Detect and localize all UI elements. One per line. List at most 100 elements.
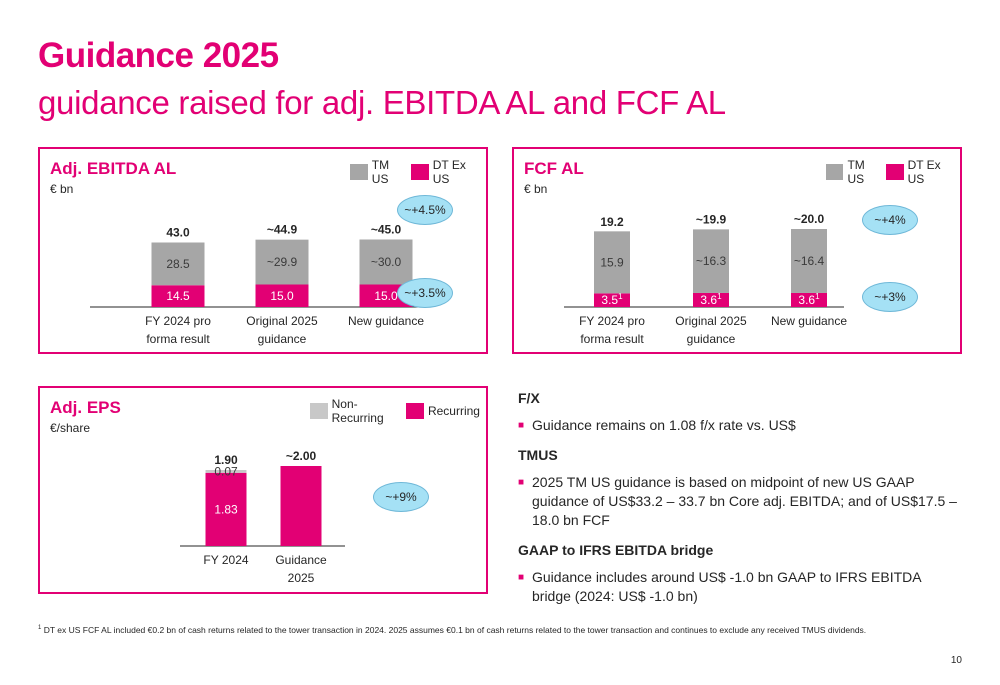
segment-value-label: ~29.9	[267, 255, 298, 269]
fx-note: ■ Guidance remains on 1.08 f/x rate vs. …	[518, 416, 963, 435]
category-label: guidance	[258, 332, 307, 346]
fx-note-text: Guidance remains on 1.08 f/x rate vs. US…	[532, 417, 796, 433]
fcf-growth-bubble-tm-us: ~+4%	[862, 205, 918, 235]
total-value-label: ~2.00	[286, 449, 317, 463]
guidance-notes: F/X ■ Guidance remains on 1.08 f/x rate …	[518, 390, 963, 618]
eps-panel-title: Adj. EPS	[50, 398, 121, 417]
legend-label-dt-ex-us: DT Ex US	[907, 158, 941, 186]
fcf-growth-bubble-dt-ex-us: ~+3%	[862, 282, 918, 312]
eps-panel: Adj. EPS €/share Non-Recurring Recurring…	[38, 386, 488, 594]
ebitda-legend: TM US DT Ex US	[350, 158, 486, 186]
legend-label-recurring: Recurring	[427, 404, 480, 418]
segment-value-label: ~16.4	[794, 254, 825, 268]
category-label: guidance	[687, 332, 736, 346]
category-label: FY 2024 pro	[145, 314, 211, 328]
bar-tm-us	[594, 231, 630, 294]
category-label: forma result	[146, 332, 210, 346]
legend-swatch-dt-ex-us	[886, 164, 904, 180]
category-label: New guidance	[771, 314, 847, 328]
gaap-heading: GAAP to IFRS EBITDA bridge	[518, 542, 714, 558]
bar-tm-us	[255, 239, 309, 285]
bullet-icon: ■	[518, 572, 525, 583]
page-subtitle: guidance raised for adj. EBITDA AL and F…	[38, 84, 726, 121]
fcf-legend: TM US DT Ex US	[826, 158, 960, 186]
gaap-note: ■ Guidance includes around US$ -1.0 bn G…	[518, 568, 963, 606]
segment-value-label: 15.0	[374, 289, 398, 303]
segment-value-label: 14.5	[166, 289, 190, 303]
ebitda-growth-bubble-tm-us: ~+4.5%	[397, 195, 453, 225]
bar-tm-us	[791, 229, 827, 293]
legend-swatch-recurring	[406, 403, 424, 419]
ebitda-panel: Adj. EBITDA AL € bn TM US DT Ex US 14.5 2…	[38, 147, 488, 354]
fcf-unit: € bn	[524, 182, 548, 196]
fx-heading: F/X	[518, 390, 540, 406]
ebitda-growth-bubble-dt-ex-us: ~+3.5%	[397, 278, 453, 308]
legend-swatch-tm-us	[350, 164, 368, 180]
eps-legend: Non-Recurring Recurring	[310, 397, 486, 425]
total-value-label: 43.0	[166, 226, 190, 240]
segment-value-label: ~16.3	[696, 254, 727, 268]
legend-label-dt-ex-us: DT Ex US	[432, 158, 466, 186]
footnote-marker: 1	[38, 625, 42, 632]
segment-value-label: 28.5	[166, 257, 190, 271]
bar-dt-ex-us	[693, 292, 729, 307]
bar-tm-us	[151, 242, 205, 286]
tmus-note: ■ 2025 TM US guidance is based on midpoi…	[518, 473, 963, 530]
footnote: 1 DT ex US FCF AL included €0.2 bn of ca…	[38, 625, 866, 635]
segment-value-label: ~30.0	[371, 255, 402, 269]
legend-swatch-dt-ex-us	[410, 164, 429, 180]
bar-dt-ex-us	[255, 284, 309, 307]
category-label: Guidance	[275, 553, 327, 567]
legend-label-non-recurring: Non-Recurring	[331, 397, 384, 425]
bar-non-recurring	[205, 470, 247, 473]
page-title: Guidance 2025	[38, 36, 279, 75]
category-label: New guidance	[348, 314, 424, 328]
total-value-label: ~20.0	[794, 212, 825, 226]
category-label: FY 2024 pro	[579, 314, 645, 328]
bar-dt-ex-us	[791, 292, 827, 307]
segment-value-label: 15.0	[270, 289, 294, 303]
ebitda-unit: € bn	[50, 182, 74, 196]
category-label: FY 2024	[203, 553, 248, 567]
bar-dt-ex-us	[594, 293, 630, 307]
bar-tm-us	[693, 229, 729, 293]
ebitda-chart: 14.5 28.5 43.0 FY 2024 pro forma result 15.0 ~…	[90, 223, 424, 346]
ebitda-panel-title: Adj. EBITDA AL	[50, 159, 177, 178]
footnote-text: DT ex US FCF AL included €0.2 bn of cash…	[43, 625, 867, 635]
category-label: forma result	[580, 332, 644, 346]
category-label: Original 2025	[246, 314, 318, 328]
eps-unit: €/share	[50, 421, 91, 435]
legend-swatch-tm-us	[826, 164, 844, 180]
total-value-label: 1.90	[214, 453, 238, 467]
bullet-icon: ■	[518, 420, 525, 431]
bar-tm-us	[359, 239, 413, 285]
bar-recurring	[205, 472, 247, 546]
fcf-panel: FCF AL € bn TM US DT Ex US 3.51 15.9 19.2 F…	[512, 147, 962, 354]
category-label: Original 2025	[675, 314, 747, 328]
category-label: 2025	[288, 571, 315, 585]
tmus-heading: TMUS	[518, 447, 558, 463]
eps-chart: 1.83 0.071.90 FY 2024 ~2.00 Guidance 2025	[180, 449, 345, 585]
legend-label-tm-us: TM US	[847, 158, 865, 186]
total-value-label: 19.2	[600, 215, 624, 229]
tmus-note-text: 2025 TM US guidance is based on midpoint…	[532, 474, 957, 528]
segment-value-label: 3.61	[700, 292, 722, 307]
bullet-icon: ■	[518, 477, 525, 488]
fcf-panel-title: FCF AL	[524, 159, 584, 178]
bar-dt-ex-us	[151, 285, 205, 307]
bar-recurring	[280, 466, 322, 546]
segment-value-label: 3.61	[798, 292, 820, 307]
page-number: 10	[950, 655, 962, 666]
segment-value-label: 0.07	[214, 464, 238, 478]
gaap-note-text: Guidance includes around US$ -1.0 bn GAA…	[532, 569, 921, 604]
total-value-label: ~19.9	[696, 212, 727, 226]
eps-growth-bubble: ~+9%	[373, 482, 429, 512]
segment-value-label: 15.9	[600, 255, 624, 269]
legend-label-tm-us: TM US	[371, 158, 390, 186]
total-value-label: ~45.0	[371, 223, 402, 237]
segment-value-label: 3.51	[601, 292, 623, 307]
total-value-label: ~44.9	[267, 223, 298, 237]
segment-value-label: 1.83	[214, 502, 238, 516]
legend-swatch-non-recurring	[310, 403, 328, 419]
fcf-chart: 3.51 15.9 19.2 FY 2024 pro forma result 3.61 ~…	[564, 212, 847, 346]
